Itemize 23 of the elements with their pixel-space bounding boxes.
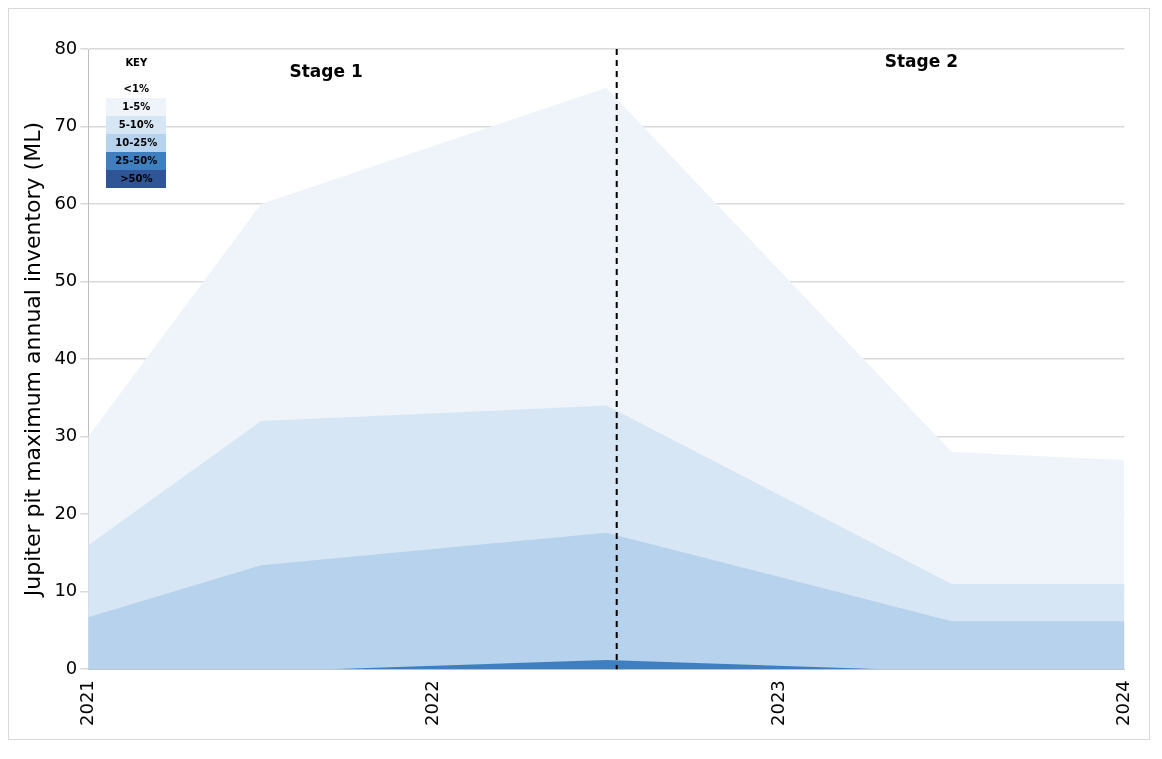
annotation: >50%	[120, 173, 153, 184]
y-tick-label: 20	[54, 501, 78, 523]
y-tick-label: 40	[54, 346, 78, 368]
annotation: <1%	[122, 82, 150, 96]
y-tick-label: 70	[54, 114, 78, 136]
y-tick-label: 50	[54, 269, 78, 291]
annotation: Stage 1	[289, 61, 363, 82]
x-tick-label: 2021	[75, 680, 97, 726]
text: 25-50%	[106, 152, 167, 170]
y-tick-label: 60	[54, 191, 78, 213]
y-axis-title: Jupiter pit maximum annual inventory (ML)	[19, 121, 45, 599]
y-tick-label: 0	[65, 656, 78, 678]
legend-title: KEY	[124, 57, 149, 68]
y-tick-label: 80	[54, 36, 78, 58]
x-tick-label: 2022	[421, 680, 443, 726]
y-tick-label: 10	[54, 579, 78, 601]
x-tick-label: 2024	[1112, 680, 1134, 726]
text: 1-5%	[106, 98, 167, 116]
x-tick-label: 2023	[766, 680, 788, 726]
y-tick-label: 30	[54, 424, 78, 446]
text: 5-10%	[106, 116, 167, 134]
text: 10-25%	[106, 134, 167, 152]
annotation: Stage 2	[884, 51, 958, 72]
